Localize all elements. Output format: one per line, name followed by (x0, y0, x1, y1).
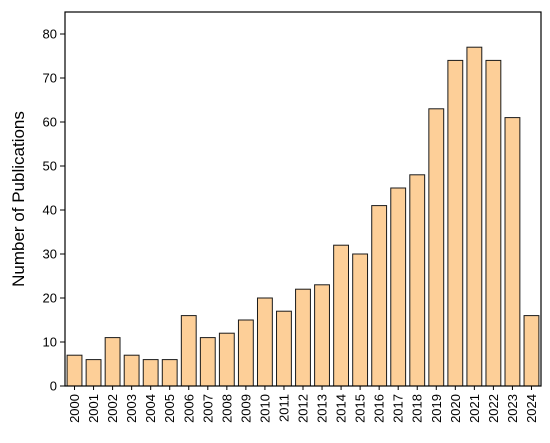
y-tick-label: 20 (43, 291, 57, 306)
y-axis-ticks: 0 10 20 30 40 50 60 70 80 (43, 27, 65, 394)
y-tick-label: 70 (43, 71, 57, 86)
bar-2011 (276, 310, 292, 387)
bar-2009 (237, 319, 254, 387)
bar-2008 (218, 332, 235, 387)
x-tick-label: 2022 (486, 394, 501, 423)
bar-2004 (142, 359, 159, 387)
bars-group (66, 46, 540, 387)
x-tick-label: 2008 (219, 394, 234, 423)
bar-2023 (504, 117, 521, 387)
x-tick-label: 2010 (257, 394, 272, 423)
x-tick-label: 2024 (524, 394, 539, 423)
x-tick-label: 2018 (410, 394, 425, 423)
x-tick-label: 2000 (67, 394, 82, 423)
x-tick-label: 2016 (372, 394, 387, 423)
x-tick-label: 2019 (429, 394, 444, 423)
y-tick-label: 40 (43, 203, 57, 218)
x-tick-label: 2001 (86, 394, 101, 423)
bar-2013 (314, 284, 330, 387)
bar-2014 (333, 244, 349, 387)
x-axis-ticks: 2000 2001 2002 2003 2004 2005 2006 2007 2008 2009… (67, 386, 539, 423)
bar-2007 (199, 337, 216, 387)
bar-2017 (390, 187, 407, 387)
bar-2006 (180, 315, 197, 387)
bar-2022 (485, 59, 502, 387)
bar-2018 (409, 174, 426, 387)
y-tick-label: 0 (50, 379, 57, 394)
x-tick-label: 2014 (334, 394, 349, 423)
x-tick-label: 2021 (467, 394, 482, 423)
y-tick-label: 30 (43, 247, 57, 262)
x-tick-label: 2003 (124, 394, 139, 423)
x-tick-label: 2009 (238, 394, 253, 423)
x-tick-label: 2007 (200, 394, 215, 423)
y-tick-label: 60 (43, 115, 57, 130)
x-tick-label: 2015 (353, 394, 368, 423)
x-tick-label: 2004 (143, 394, 158, 423)
x-tick-label: 2005 (162, 394, 177, 423)
x-tick-label: 2012 (296, 394, 311, 423)
x-tick-label: 2011 (276, 394, 291, 422)
bar-2015 (352, 253, 369, 387)
y-tick-label: 80 (43, 27, 57, 42)
bar-2003 (123, 354, 140, 387)
x-tick-label: 2006 (181, 394, 196, 423)
x-tick-label: 2023 (505, 394, 520, 423)
plot-frame (64, 11, 542, 387)
bar-2002 (104, 337, 121, 387)
y-tick-label: 50 (43, 159, 57, 174)
bar-2005 (161, 359, 178, 387)
bar-2001 (85, 359, 102, 387)
bar-2021 (466, 46, 483, 387)
bar-2012 (295, 288, 311, 387)
bar-2024 (523, 315, 540, 387)
y-tick-label: 10 (43, 335, 57, 350)
x-tick-label: 2017 (391, 394, 406, 423)
x-tick-label: 2013 (315, 394, 330, 423)
bar-2019 (428, 108, 445, 387)
bar-2000 (66, 354, 83, 387)
x-tick-label: 2020 (448, 394, 463, 423)
bar-2016 (371, 205, 388, 387)
bar-2020 (447, 59, 464, 387)
bar-2010 (256, 297, 273, 387)
x-tick-label: 2002 (105, 394, 120, 423)
y-axis-label: Number of Publications (9, 111, 28, 287)
